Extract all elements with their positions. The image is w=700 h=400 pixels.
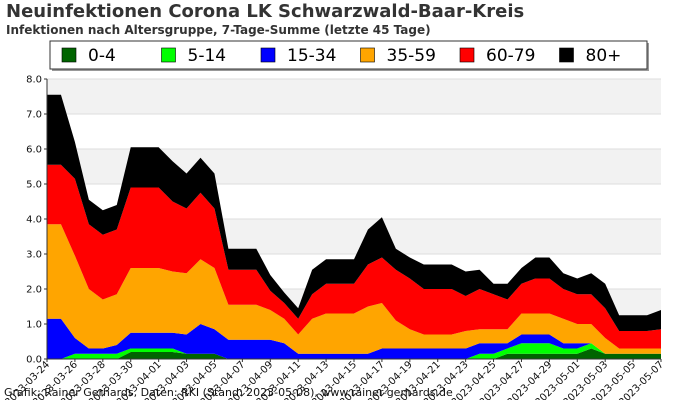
area-series-35-59 <box>47 224 661 354</box>
legend-swatch-35-59 <box>360 47 375 63</box>
area-series-0-4 <box>47 348 661 359</box>
footer-credit: Grafik: Rainer Gerhards, Daten: RKI (Sta… <box>4 386 453 399</box>
legend-swatch-60-79 <box>459 47 475 63</box>
y-tick-label: 4.0 <box>26 215 42 226</box>
y-tick-label: 7.0 <box>26 110 42 121</box>
y-tick-label: 8.0 <box>26 75 42 86</box>
legend-label-80+: 80+ <box>586 46 622 66</box>
legend-box <box>49 40 648 70</box>
chart-subtitle: Infektionen nach Altersgruppe, 7-Tage-Su… <box>6 23 431 37</box>
area-series-5-14 <box>47 343 661 359</box>
legend-label-60-79: 60-79 <box>486 46 535 66</box>
legend-swatch-0-4 <box>61 47 77 63</box>
y-tick-label: 1.0 <box>26 320 42 331</box>
y-tick-label: 0.0 <box>26 355 42 366</box>
legend-swatch-15-34 <box>260 47 276 63</box>
y-tick-label: 5.0 <box>26 180 42 191</box>
area-series-60-79 <box>47 164 661 349</box>
y-tick-label: 3.0 <box>26 250 42 261</box>
legend-label-35-59: 35-59 <box>387 46 436 66</box>
grid-band <box>47 79 661 114</box>
legend-label-0-4: 0-4 <box>88 46 116 66</box>
area-series-80+ <box>47 94 661 331</box>
legend-label-15-34: 15-34 <box>287 46 336 66</box>
legend-label-5-14: 5-14 <box>188 46 227 66</box>
area-series-15-34 <box>47 318 661 359</box>
chart-title: Neuinfektionen Corona LK Schwarzwald-Baa… <box>6 1 525 22</box>
legend-swatch-5-14 <box>161 47 176 63</box>
y-tick-label: 6.0 <box>26 145 42 156</box>
legend-swatch-80+ <box>559 47 574 63</box>
y-tick-label: 2.0 <box>26 285 42 296</box>
